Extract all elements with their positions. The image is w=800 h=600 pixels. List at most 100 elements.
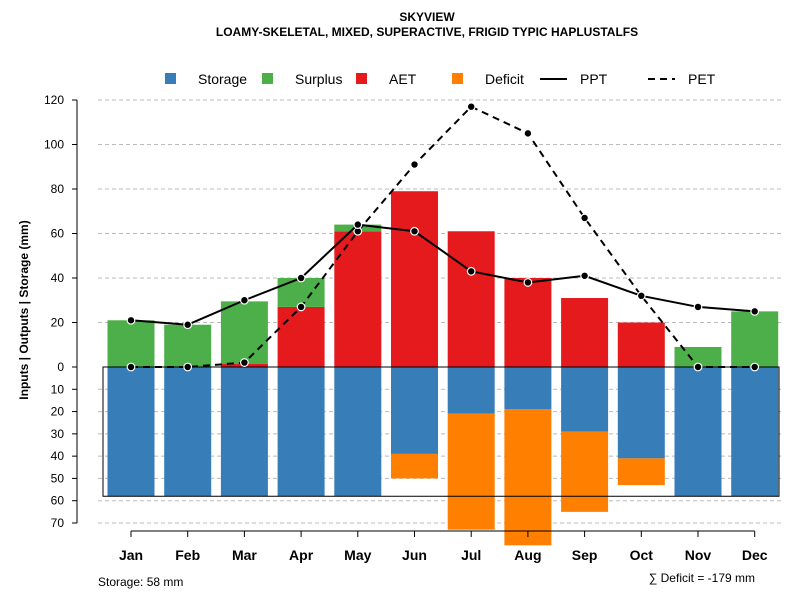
y-tick-label: 20 (51, 316, 65, 330)
x-tick-label: Jul (461, 547, 481, 563)
legend-label-pet: PET (688, 71, 716, 87)
ppt-point (296, 273, 306, 283)
y-tick-label: 100 (44, 138, 64, 152)
bar-storage (277, 367, 325, 497)
pet-point (410, 160, 419, 169)
y-tick-label: 80 (51, 182, 65, 196)
y-tick-label: 40 (51, 449, 65, 463)
y-tick-label: 0 (57, 360, 64, 374)
ppt-line (130, 223, 755, 326)
y-tick-label: 40 (51, 271, 65, 285)
storage-capacity-box (102, 366, 780, 497)
legend-label-aet: AET (389, 71, 417, 87)
bar-surplus (107, 320, 155, 367)
axes: 0 20 40 60 80 100 120 10 20 30 40 50 60 70 Jan Feb Mar Ap… (44, 93, 768, 563)
pet-point (580, 213, 589, 223)
bar-storage (164, 367, 212, 497)
x-tick-label: Aug (514, 547, 541, 563)
pet-point (239, 358, 249, 367)
x-tick-label: Sep (572, 547, 598, 563)
bar-storage (617, 367, 665, 459)
x-tick-label: Jun (402, 547, 427, 563)
bar-aet (391, 191, 438, 367)
ppt-point (126, 315, 136, 325)
pet-point (183, 362, 193, 372)
pet-point (523, 128, 533, 138)
bar-storage (504, 367, 552, 410)
y-tick-label: 30 (51, 427, 65, 441)
x-tick-label: Feb (175, 547, 200, 563)
ppt-point (353, 220, 363, 230)
pet-point (126, 362, 136, 372)
pet-point (693, 362, 703, 372)
x-tick-label: Jan (119, 547, 143, 563)
bar-surplus (164, 324, 212, 367)
y-axis-label: Inputs | Outputs | Storage (mm) (17, 220, 31, 399)
y-tick-label: 120 (44, 93, 64, 107)
y-tick-label: 50 (51, 471, 65, 485)
bar-storage (220, 367, 268, 497)
pet-line (131, 105, 755, 368)
legend-label-surplus: Surplus (295, 71, 342, 87)
bar-deficit (617, 458, 665, 486)
ppt-point (580, 271, 589, 281)
x-tick-label: Dec (742, 547, 768, 563)
bar-aet (561, 298, 609, 367)
x-tick-label: May (344, 547, 371, 563)
bar-surplus (674, 346, 722, 367)
ppt-point (523, 278, 533, 287)
pet-point (750, 362, 760, 372)
x-tick-label: Oct (630, 547, 654, 563)
pet-point (466, 102, 476, 112)
legend-swatch-storage (165, 73, 176, 84)
x-tick-label: Apr (289, 547, 314, 563)
ppt-point (693, 302, 703, 312)
bar-storage (447, 367, 495, 414)
storage-note: Storage: 58 mm (98, 575, 183, 589)
bar-aet (447, 231, 495, 367)
legend-swatch-deficit (452, 73, 463, 84)
legend-swatch-aet (356, 73, 367, 84)
y-tick-label: 20 (51, 405, 65, 419)
bar-aet (277, 306, 325, 367)
legend: Storage Surplus AET Deficit PPT PET (165, 71, 716, 87)
bar-deficit (504, 409, 552, 546)
bar-storage (674, 367, 722, 497)
ppt-point (183, 320, 193, 330)
bar-aet (504, 278, 552, 367)
x-tick-label: Nov (685, 547, 712, 563)
legend-label-ppt: PPT (580, 71, 608, 87)
chart-title: SKYVIEW (399, 10, 455, 24)
bar-surplus (220, 301, 268, 364)
bar-deficit (561, 431, 609, 512)
bar-storage (731, 367, 779, 497)
storage-frame (102, 366, 780, 497)
ppt-point (750, 306, 760, 316)
legend-swatch-surplus (262, 73, 273, 84)
bars (107, 191, 779, 546)
y-tick-label: 70 (51, 516, 65, 530)
y-tick-label: 60 (51, 227, 65, 241)
gridlines (98, 99, 783, 524)
deficit-note: ∑ Deficit = -179 mm (649, 571, 755, 585)
bar-storage (107, 367, 155, 497)
bar-storage (334, 367, 382, 497)
bar-surplus (731, 311, 779, 367)
pet-point (296, 302, 306, 312)
bar-deficit (391, 453, 438, 479)
y-tick-label: 60 (51, 494, 65, 508)
bar-storage (391, 367, 438, 454)
ppt-point (466, 266, 476, 276)
y-tick-label: 10 (51, 382, 65, 396)
ppt-point (239, 295, 249, 305)
bar-aet (334, 231, 382, 367)
ppt-point (636, 291, 646, 301)
bar-aet (617, 322, 665, 367)
bar-deficit (447, 413, 495, 530)
bar-surplus (277, 278, 325, 307)
bar-storage (561, 367, 609, 432)
legend-label-storage: Storage (198, 71, 247, 87)
chart-subtitle: LOAMY-SKELETAL, MIXED, SUPERACTIVE, FRIG… (216, 25, 638, 39)
series-lines (126, 102, 760, 372)
